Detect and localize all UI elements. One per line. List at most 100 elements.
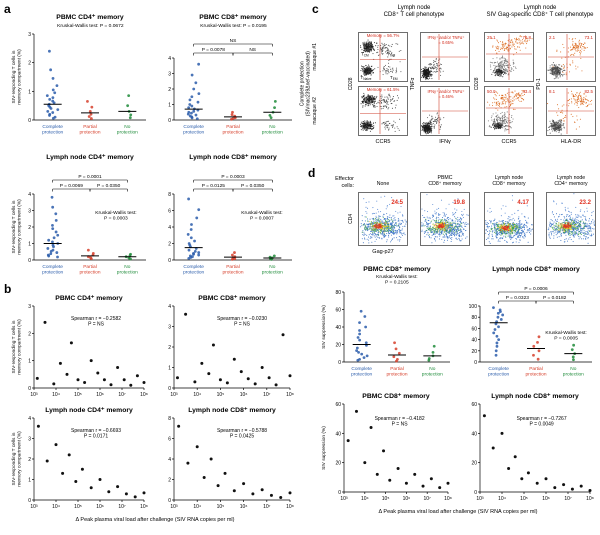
svg-text:8: 8 bbox=[168, 192, 171, 198]
d-effector-cells-label: Effector cells: bbox=[335, 176, 354, 189]
svg-text:SIV-responding T cells inmemor: SIV-responding T cells inmemory compartm… bbox=[11, 49, 23, 105]
flow-cytokine-m1-ifng-tnfa: IFNγ⁺ and/or TNFα⁺ = 0.65% bbox=[420, 32, 470, 82]
svg-text:3: 3 bbox=[28, 32, 31, 38]
d-col-title-none: None bbox=[376, 181, 390, 188]
d-flow-y-axis-label-cd4: CD4 bbox=[348, 213, 355, 224]
svg-text:TTrM: TTrM bbox=[387, 52, 396, 58]
svg-text:6: 6 bbox=[168, 437, 171, 443]
svg-text:10⁵: 10⁵ bbox=[217, 392, 225, 398]
svg-text:10³: 10³ bbox=[30, 392, 38, 398]
svg-text:SIV-responding T cells inmemor: SIV-responding T cells inmemory compartm… bbox=[11, 199, 23, 255]
svg-text:82.5: 82.5 bbox=[584, 89, 593, 94]
c-y-axis-label-tnfa: TNFα bbox=[410, 77, 417, 91]
svg-text:TNaive: TNaive bbox=[361, 75, 372, 81]
svg-text:0: 0 bbox=[28, 386, 31, 392]
svg-text:73.1: 73.1 bbox=[584, 35, 593, 40]
svg-text:10⁴: 10⁴ bbox=[52, 504, 60, 510]
svg-text:P = 0.0350: P = 0.0350 bbox=[97, 183, 121, 189]
svg-text:P = 0.0003: P = 0.0003 bbox=[221, 174, 245, 180]
panel-a-label: a bbox=[4, 2, 11, 16]
flow-effector-ln-cd4: 23.2 bbox=[546, 192, 596, 246]
c-x-axis-label-ccr5-1: CCR5 bbox=[375, 139, 391, 145]
svg-text:10⁷: 10⁷ bbox=[118, 392, 126, 398]
svg-text:50.9: 50.9 bbox=[487, 89, 496, 94]
flow-cytokine-m2-ifng-tnfa: IFNγ⁺ and/or TNFα⁺ = 0.46% bbox=[420, 86, 470, 136]
svg-text:1: 1 bbox=[168, 366, 171, 372]
plot-suppression-ln-cd8: Lymph node CD8⁺ memory 0 20 40 60 80 100 Comple… bbox=[460, 262, 596, 384]
d-flow-x-axis-label-gag-p27: Gag-p27 bbox=[372, 249, 394, 255]
svg-text:P = 0.0350: P = 0.0350 bbox=[241, 183, 265, 189]
panel-b-x-axis-label: Δ Peak plasma viral load after challenge… bbox=[75, 517, 235, 523]
svg-text:2: 2 bbox=[168, 478, 171, 484]
svg-text:0: 0 bbox=[28, 118, 31, 124]
svg-text:TEM: TEM bbox=[390, 75, 398, 81]
svg-text:2: 2 bbox=[28, 457, 31, 463]
svg-text:PBMC CD8⁺ memory: PBMC CD8⁺ memory bbox=[199, 14, 267, 21]
plot-suppression-pbmc-cd8: PBMC CD8⁺ memory 0 20 40 60 80 SIV suppression… bbox=[318, 262, 454, 384]
c-x-axis-label-hladr: HLA-DR bbox=[560, 139, 582, 145]
svg-text:25.1: 25.1 bbox=[487, 35, 496, 40]
flow-effector-none: 24.5 bbox=[358, 192, 408, 246]
flow-effector-pbmc-cd8: 19.8 bbox=[420, 192, 470, 246]
c-x-axis-label-ccr5-2: CCR5 bbox=[501, 139, 517, 145]
svg-text:IFNγ⁺ and/or TNFα⁺= 0.46%: IFNγ⁺ and/or TNFα⁺ = 0.46% bbox=[427, 89, 464, 99]
svg-text:SIV-responding T cells inmemor: SIV-responding T cells inmemory compartm… bbox=[11, 319, 23, 375]
flow-gag-m2-ccr5-cd28: 50.9 43.4 bbox=[484, 86, 534, 136]
c-y-axis-label-cd28-1: CD28 bbox=[348, 77, 355, 91]
plot-corr-pbmc-cd8: PBMC CD8⁺ memory 0 1 2 3 4 10³ 10⁴ 10⁵ 10⁶ 10⁷ 10⁸ S… bbox=[154, 292, 296, 402]
svg-text:PBMC CD4⁺ memory: PBMC CD4⁺ memory bbox=[55, 295, 123, 302]
svg-text:10³: 10³ bbox=[170, 392, 178, 398]
svg-text:70.8: 70.8 bbox=[522, 35, 531, 40]
svg-text:TCM: TCM bbox=[361, 52, 369, 58]
svg-text:10⁵: 10⁵ bbox=[74, 504, 82, 510]
svg-text:1: 1 bbox=[28, 242, 31, 248]
svg-text:2.1: 2.1 bbox=[549, 35, 556, 40]
svg-text:P = 0.0078: P = 0.0078 bbox=[202, 47, 226, 53]
svg-text:10⁴: 10⁴ bbox=[52, 392, 60, 398]
svg-text:NS: NS bbox=[249, 47, 256, 53]
svg-text:2: 2 bbox=[28, 225, 31, 231]
svg-text:0: 0 bbox=[28, 258, 31, 264]
svg-text:2: 2 bbox=[28, 331, 31, 337]
svg-text:Kruskal-Wallis test: P = 0.019: Kruskal-Wallis test: P = 0.0195 bbox=[200, 23, 267, 29]
d-col-title-pbmc-cd8: PBMC CD8⁺ memory bbox=[428, 175, 462, 188]
svg-text:10⁶: 10⁶ bbox=[96, 392, 104, 398]
flow-phenotype-m2-ccr5-cd28: Memory = 61.5% bbox=[358, 86, 408, 136]
svg-text:0: 0 bbox=[168, 258, 171, 264]
svg-text:10⁵: 10⁵ bbox=[74, 392, 82, 398]
svg-text:PBMC CD8⁺ memory: PBMC CD8⁺ memory bbox=[198, 295, 266, 302]
svg-text:2: 2 bbox=[168, 242, 171, 248]
plot-corr-suppression-pbmc-cd8: PBMC CD8⁺ memory 0 20 40 60 10³ 10⁴ 10⁵ 10⁶ 10⁷ 10… bbox=[318, 390, 454, 506]
svg-text:Lymph node CD8⁺ memory: Lymph node CD8⁺ memory bbox=[188, 407, 276, 414]
svg-text:1: 1 bbox=[28, 89, 31, 95]
panel-d-x-axis-label: Δ Peak plasma viral load after challenge… bbox=[378, 509, 538, 515]
svg-text:Lymph node CD8⁺ memory: Lymph node CD8⁺ memory bbox=[189, 154, 277, 161]
svg-text:0: 0 bbox=[168, 386, 171, 392]
flow-phenotype-m1-ccr5-cd28: Memory = 56.7% TCM TTrM TNaive TEM bbox=[358, 32, 408, 82]
svg-text:10⁴: 10⁴ bbox=[193, 504, 201, 510]
svg-text:Kruskal-Wallis test:P = 0.0003: Kruskal-Wallis test: P = 0.0003 bbox=[95, 210, 136, 222]
flow-effector-ln-cd8: 4.17 bbox=[484, 192, 534, 246]
svg-text:1: 1 bbox=[28, 478, 31, 484]
plot-corr-ln-cd8: Lymph node CD8⁺ memory 0 2 4 6 8 10³ 10⁴ 10⁵ 10⁶ 1… bbox=[154, 404, 296, 514]
svg-text:10⁶: 10⁶ bbox=[240, 504, 248, 510]
svg-text:10⁷: 10⁷ bbox=[263, 392, 271, 398]
panel-c-label: c bbox=[312, 2, 319, 16]
svg-text:IFNγ⁺ and/or TNFα⁺= 0.65%: IFNγ⁺ and/or TNFα⁺ = 0.65% bbox=[427, 35, 464, 45]
c-macaque-2-label: macaque #2 bbox=[312, 97, 319, 125]
svg-text:0: 0 bbox=[28, 498, 31, 504]
svg-text:2: 2 bbox=[28, 61, 31, 67]
flow-gag-m1-hladr-pd1: 2.1 73.1 bbox=[546, 32, 596, 82]
svg-text:10⁷: 10⁷ bbox=[263, 504, 271, 510]
